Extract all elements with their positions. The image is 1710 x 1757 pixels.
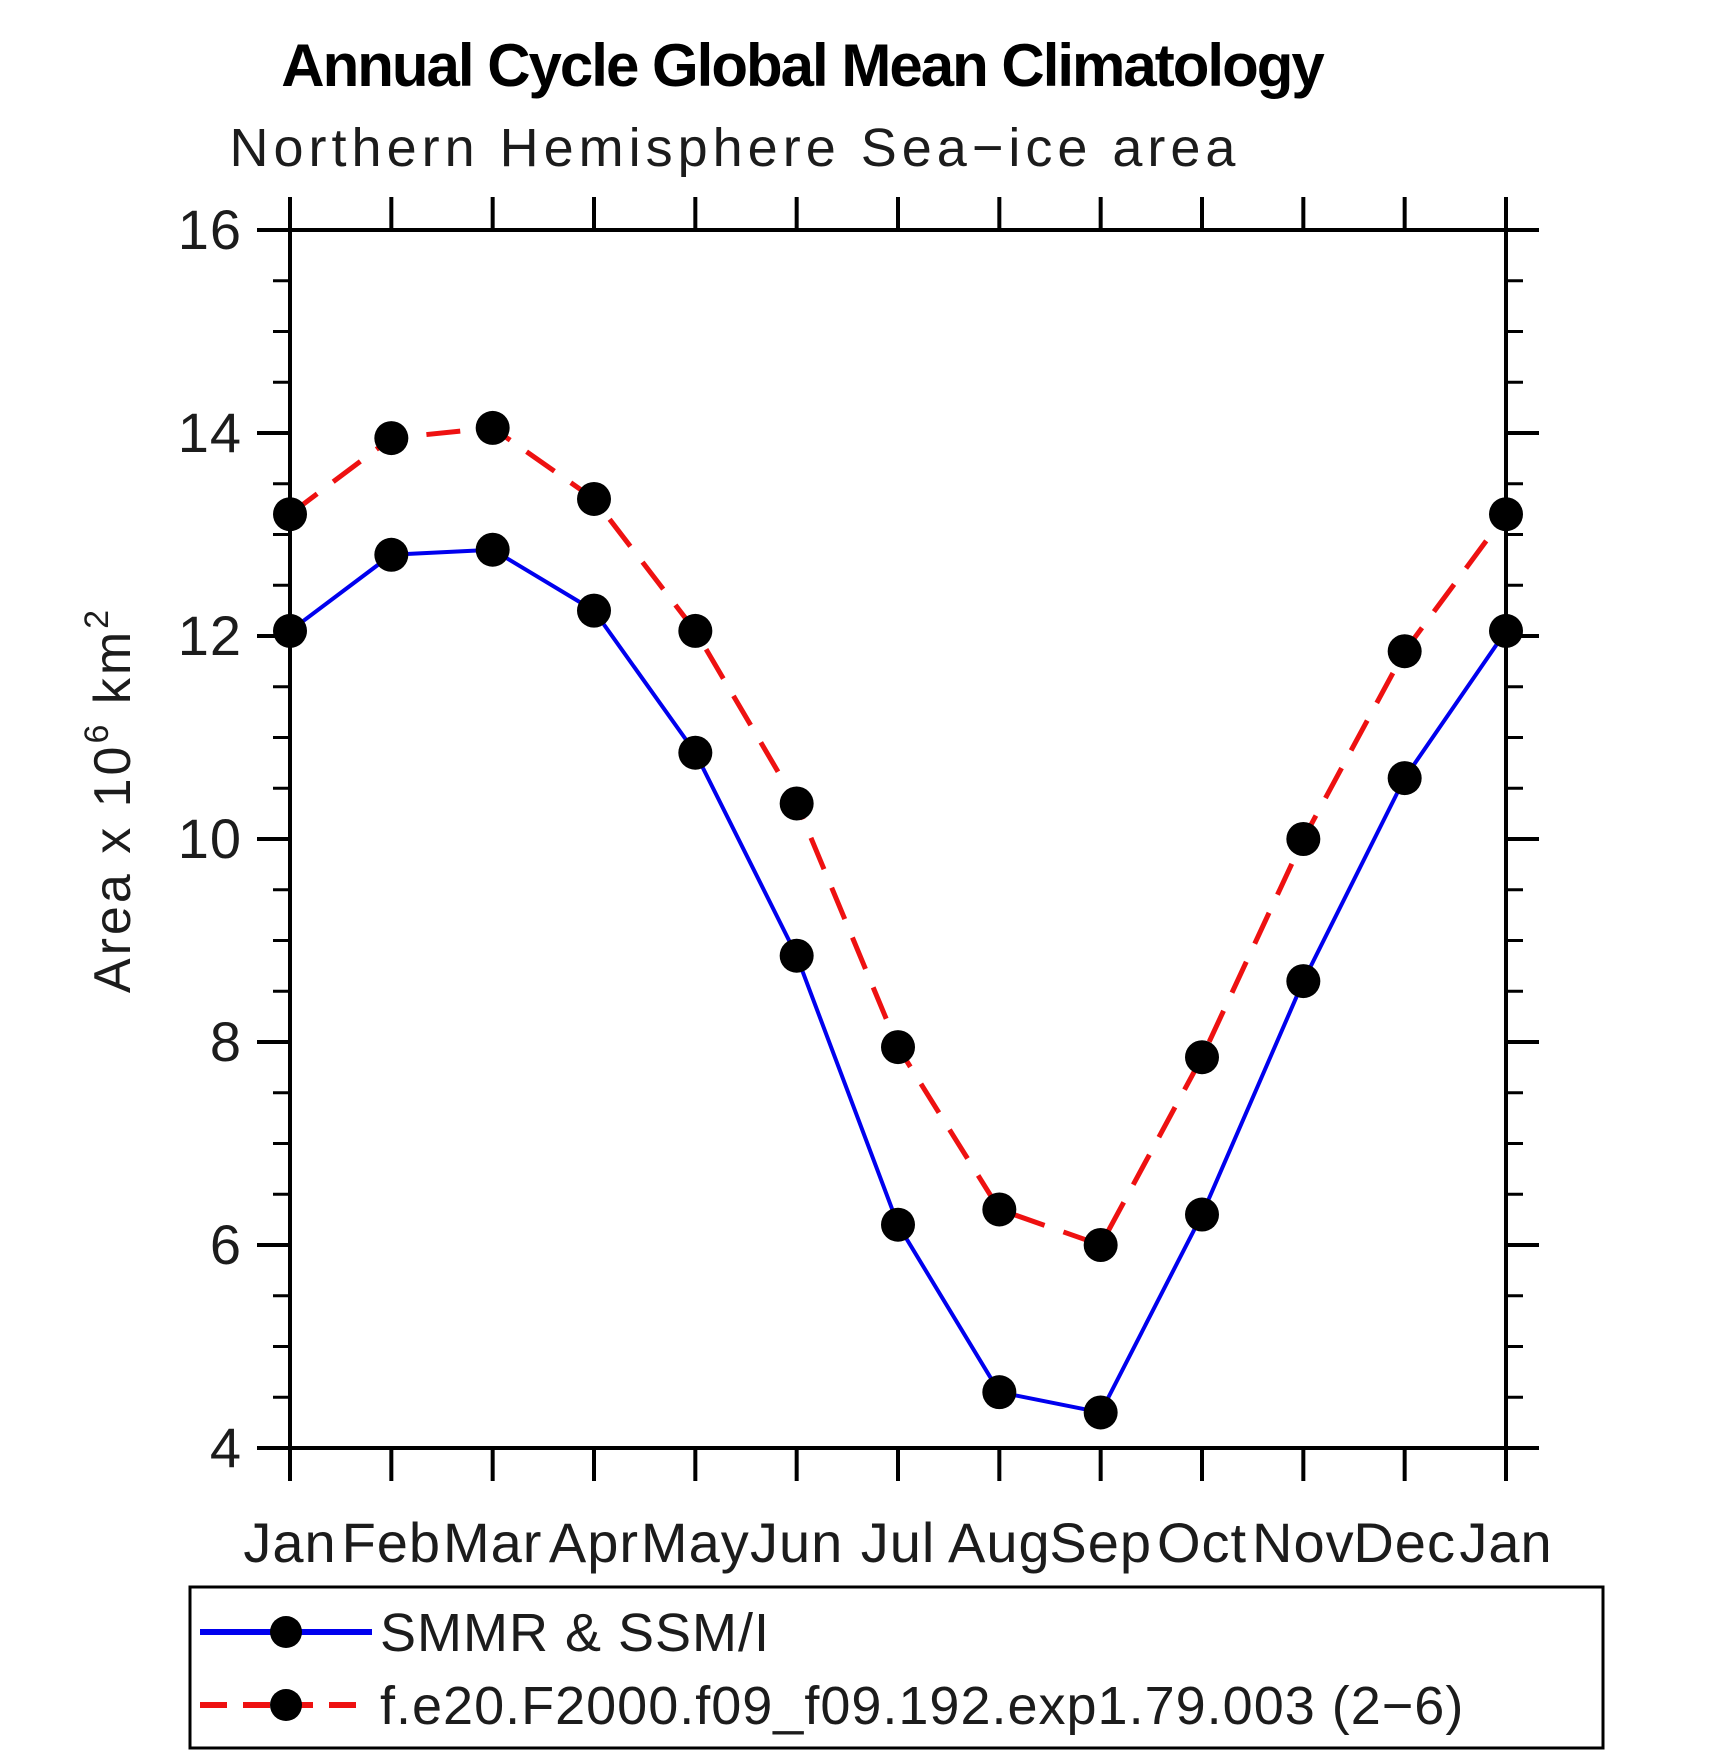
legend-label-observations: SMMR & SSM/I [380, 1603, 770, 1663]
data-point-model [577, 481, 611, 516]
x-tick-label: Jan [1459, 1511, 1552, 1574]
data-point-model [982, 1192, 1017, 1227]
legend-entry-observations: SMMR & SSM/I [200, 1603, 770, 1663]
y-tick-label: 14 [178, 401, 242, 464]
data-point-model [475, 410, 510, 445]
x-tick-label: Jun [750, 1511, 843, 1574]
data-point-observations [374, 537, 409, 572]
data-point-observations [1489, 613, 1523, 648]
y-tick-label: 16 [178, 198, 242, 261]
plot-frame [288, 228, 1508, 1450]
legend-swatch-model-marker-icon [270, 1689, 302, 1721]
data-point-model [1083, 1228, 1118, 1262]
x-tick-label: Oct [1157, 1511, 1247, 1574]
data-point-observations [982, 1375, 1017, 1410]
data-point-model [779, 786, 814, 821]
data-point-observations [1083, 1395, 1118, 1430]
data-point-model [1185, 1040, 1219, 1075]
x-tick-label: Apr [549, 1511, 639, 1574]
x-tick-label: Mar [443, 1511, 542, 1574]
x-tick-label: Feb [342, 1511, 442, 1574]
y-tick-label: 6 [210, 1213, 242, 1276]
chart-title: Annual Cycle Global Mean Climatology [281, 32, 1325, 99]
y-tick-label: 12 [178, 604, 242, 667]
data-point-model [881, 1030, 915, 1065]
x-tick-label: May [641, 1511, 750, 1574]
data-point-observations [1286, 964, 1321, 999]
legend-label-model: f.e20.F2000.f09_f09.192.exp1.79.003 (2−6… [380, 1676, 1464, 1736]
x-tick-label: Sep [1049, 1511, 1152, 1574]
data-point-observations [1185, 1197, 1219, 1232]
chart-subtitle: Northern Hemisphere Sea−ice area [230, 118, 1241, 178]
data-point-model [273, 497, 307, 532]
series-line-observations [288, 547, 1508, 1415]
data-point-observations [475, 532, 510, 567]
x-tick-label: Jan [243, 1511, 336, 1574]
legend-box [188, 1585, 1605, 1750]
data-point-model [374, 421, 409, 456]
y-tick-label: 10 [178, 807, 242, 870]
y-tick-label: 4 [210, 1416, 242, 1479]
data-point-model [678, 613, 713, 648]
data-point-model [1286, 822, 1321, 856]
data-point-observations [273, 613, 307, 648]
x-tick-label: Aug [948, 1511, 1051, 1574]
data-point-observations [1387, 761, 1422, 796]
data-point-observations [881, 1207, 915, 1242]
data-point-observations [678, 735, 713, 770]
x-tick-label: Jul [861, 1511, 936, 1574]
legend-entry-model: f.e20.F2000.f09_f09.192.exp1.79.003 (2−6… [200, 1676, 1464, 1736]
data-point-model [1387, 634, 1422, 669]
data-point-model [1489, 497, 1523, 532]
y-axis-title: Area x 106 km2 [78, 607, 142, 993]
y-tick-label: 8 [210, 1010, 242, 1073]
data-point-observations [577, 593, 611, 628]
legend: SMMR & SSM/I f.e20.F2000.f09_f09.192.exp… [188, 1585, 1605, 1750]
legend-swatch-observations-marker-icon [270, 1616, 302, 1648]
x-tick-label: Dec [1353, 1511, 1456, 1574]
data-point-observations [779, 938, 814, 973]
x-tick-label: Nov [1252, 1511, 1355, 1574]
